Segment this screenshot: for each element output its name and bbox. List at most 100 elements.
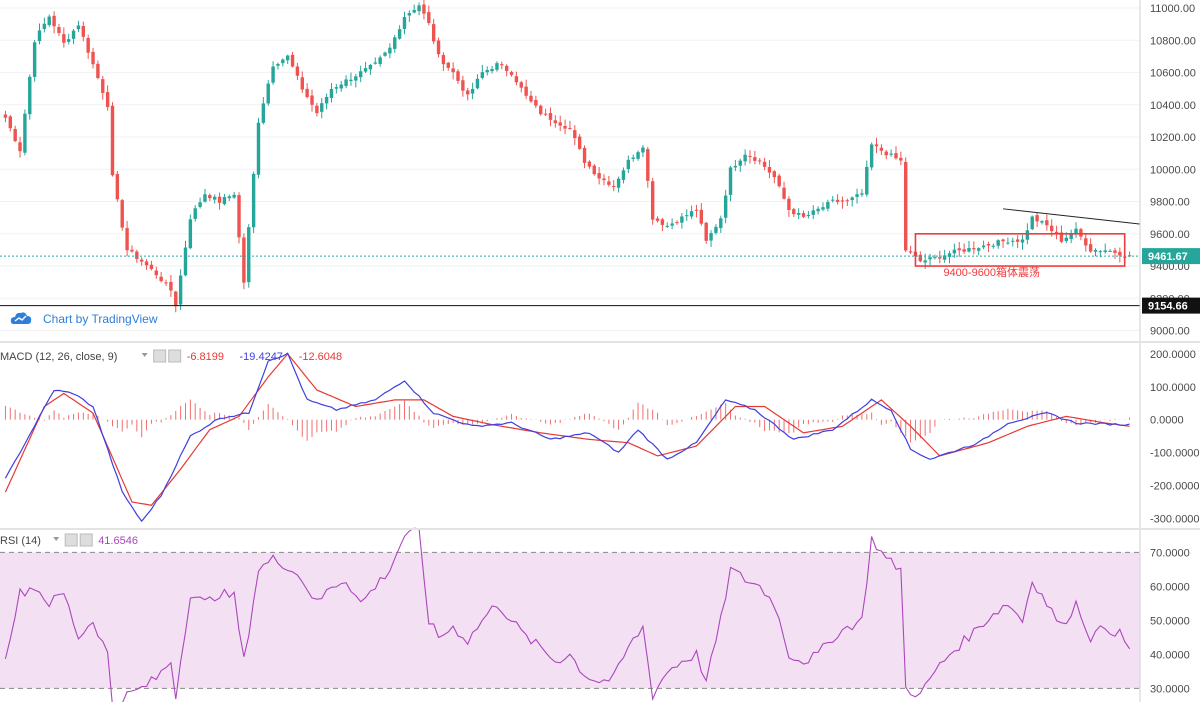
price-candle[interactable] [242,233,246,290]
tradingview-watermark[interactable]: Chart by TradingView [10,312,158,326]
close-icon[interactable] [168,349,182,363]
price-candle[interactable] [281,58,285,67]
pane-divider-macd[interactable] [0,341,1200,343]
price-candle[interactable] [456,69,460,84]
price-candles[interactable] [3,0,1132,313]
price-candle[interactable] [154,266,158,279]
price-candle[interactable] [237,192,241,244]
price-candle[interactable] [563,119,567,135]
price-candle[interactable] [276,62,280,70]
price-candle[interactable] [91,47,95,69]
price-candle[interactable] [431,18,436,45]
price-candle[interactable] [670,218,674,230]
price-candle[interactable] [845,198,850,206]
price-candle[interactable] [174,290,178,313]
price-candle[interactable] [397,25,402,40]
macd-pane[interactable] [4,352,1131,523]
rsi-pane[interactable] [0,527,1140,702]
price-candle[interactable] [169,274,173,297]
price-candle[interactable] [704,221,708,244]
price-candle[interactable] [952,243,957,258]
price-candle[interactable] [320,97,324,119]
price-candle[interactable] [889,149,893,157]
price-candle[interactable] [762,157,767,171]
price-candle[interactable] [996,239,1000,249]
price-candle[interactable] [938,250,942,264]
price-candle[interactable] [607,175,611,187]
price-candle[interactable] [183,240,188,277]
price-candle[interactable] [869,142,874,171]
price-candle[interactable] [850,196,854,207]
price-candle[interactable] [310,89,314,112]
price-candle[interactable] [159,271,163,283]
price-candle[interactable] [748,150,752,164]
price-candle[interactable] [349,72,353,86]
price-candle[interactable] [261,97,266,125]
price-candle[interactable] [198,197,202,209]
price-candle[interactable] [777,173,781,188]
price-candle[interactable] [86,34,90,59]
price-candle[interactable] [3,110,8,123]
price-candle[interactable] [899,151,903,166]
price-candle[interactable] [178,269,183,311]
price-candle[interactable] [412,4,416,14]
price-candle[interactable] [120,198,124,231]
price-candle[interactable] [373,57,377,65]
price-candle[interactable] [217,192,222,210]
price-candle[interactable] [130,245,134,253]
price-candle[interactable] [539,104,543,116]
price-candle[interactable] [709,230,713,247]
price-candle[interactable] [767,160,772,179]
price-candle[interactable] [266,80,270,106]
price-candle[interactable] [928,253,932,266]
price-candle[interactable] [650,177,655,225]
price-candle[interactable] [582,145,587,169]
price-candle[interactable] [504,64,509,77]
price-candle[interactable] [96,60,100,80]
price-candle[interactable] [714,224,718,235]
price-candle[interactable] [655,216,660,223]
price-candle[interactable] [344,75,348,89]
price-candle[interactable] [743,149,747,166]
price-candle[interactable] [208,193,212,202]
price-candle[interactable] [962,243,966,254]
price-candle[interactable] [977,247,981,256]
price-candle[interactable] [972,241,976,255]
price-candle[interactable] [329,83,334,103]
price-candle[interactable] [1001,238,1005,248]
price-candle[interactable] [933,254,937,260]
price-candle[interactable] [636,150,640,161]
price-candle[interactable] [105,85,110,111]
price-candle[interactable] [1006,237,1010,245]
price-candle[interactable] [577,134,582,151]
price-candle[interactable] [626,155,631,174]
dropdown-icon[interactable] [141,353,148,357]
price-candle[interactable] [125,220,129,257]
price-candle[interactable] [1069,229,1073,244]
macd-line[interactable] [4,352,1130,523]
price-candle[interactable] [831,196,835,203]
price-candle[interactable] [500,61,504,70]
price-candle[interactable] [28,74,32,120]
price-candle[interactable] [1108,248,1112,252]
price-candle[interactable] [1113,247,1117,259]
price-candle[interactable] [363,61,368,74]
price-candle[interactable] [612,179,616,192]
price-candle[interactable] [821,202,825,212]
price-candle[interactable] [149,260,154,271]
price-candle[interactable] [680,212,684,229]
price-candle[interactable] [378,55,382,67]
price-candle[interactable] [466,87,470,101]
price-candle[interactable] [543,108,548,117]
price-candle[interactable] [81,21,85,42]
price-candle[interactable] [860,189,864,197]
price-candle[interactable] [368,64,373,75]
price-candle[interactable] [37,23,42,45]
price-candle[interactable] [967,240,971,253]
price-candle[interactable] [894,146,898,160]
price-candle[interactable] [358,65,363,83]
price-candle[interactable] [694,204,699,218]
price-candle[interactable] [305,83,309,99]
price-candle[interactable] [315,102,319,117]
price-candle[interactable] [587,160,592,169]
